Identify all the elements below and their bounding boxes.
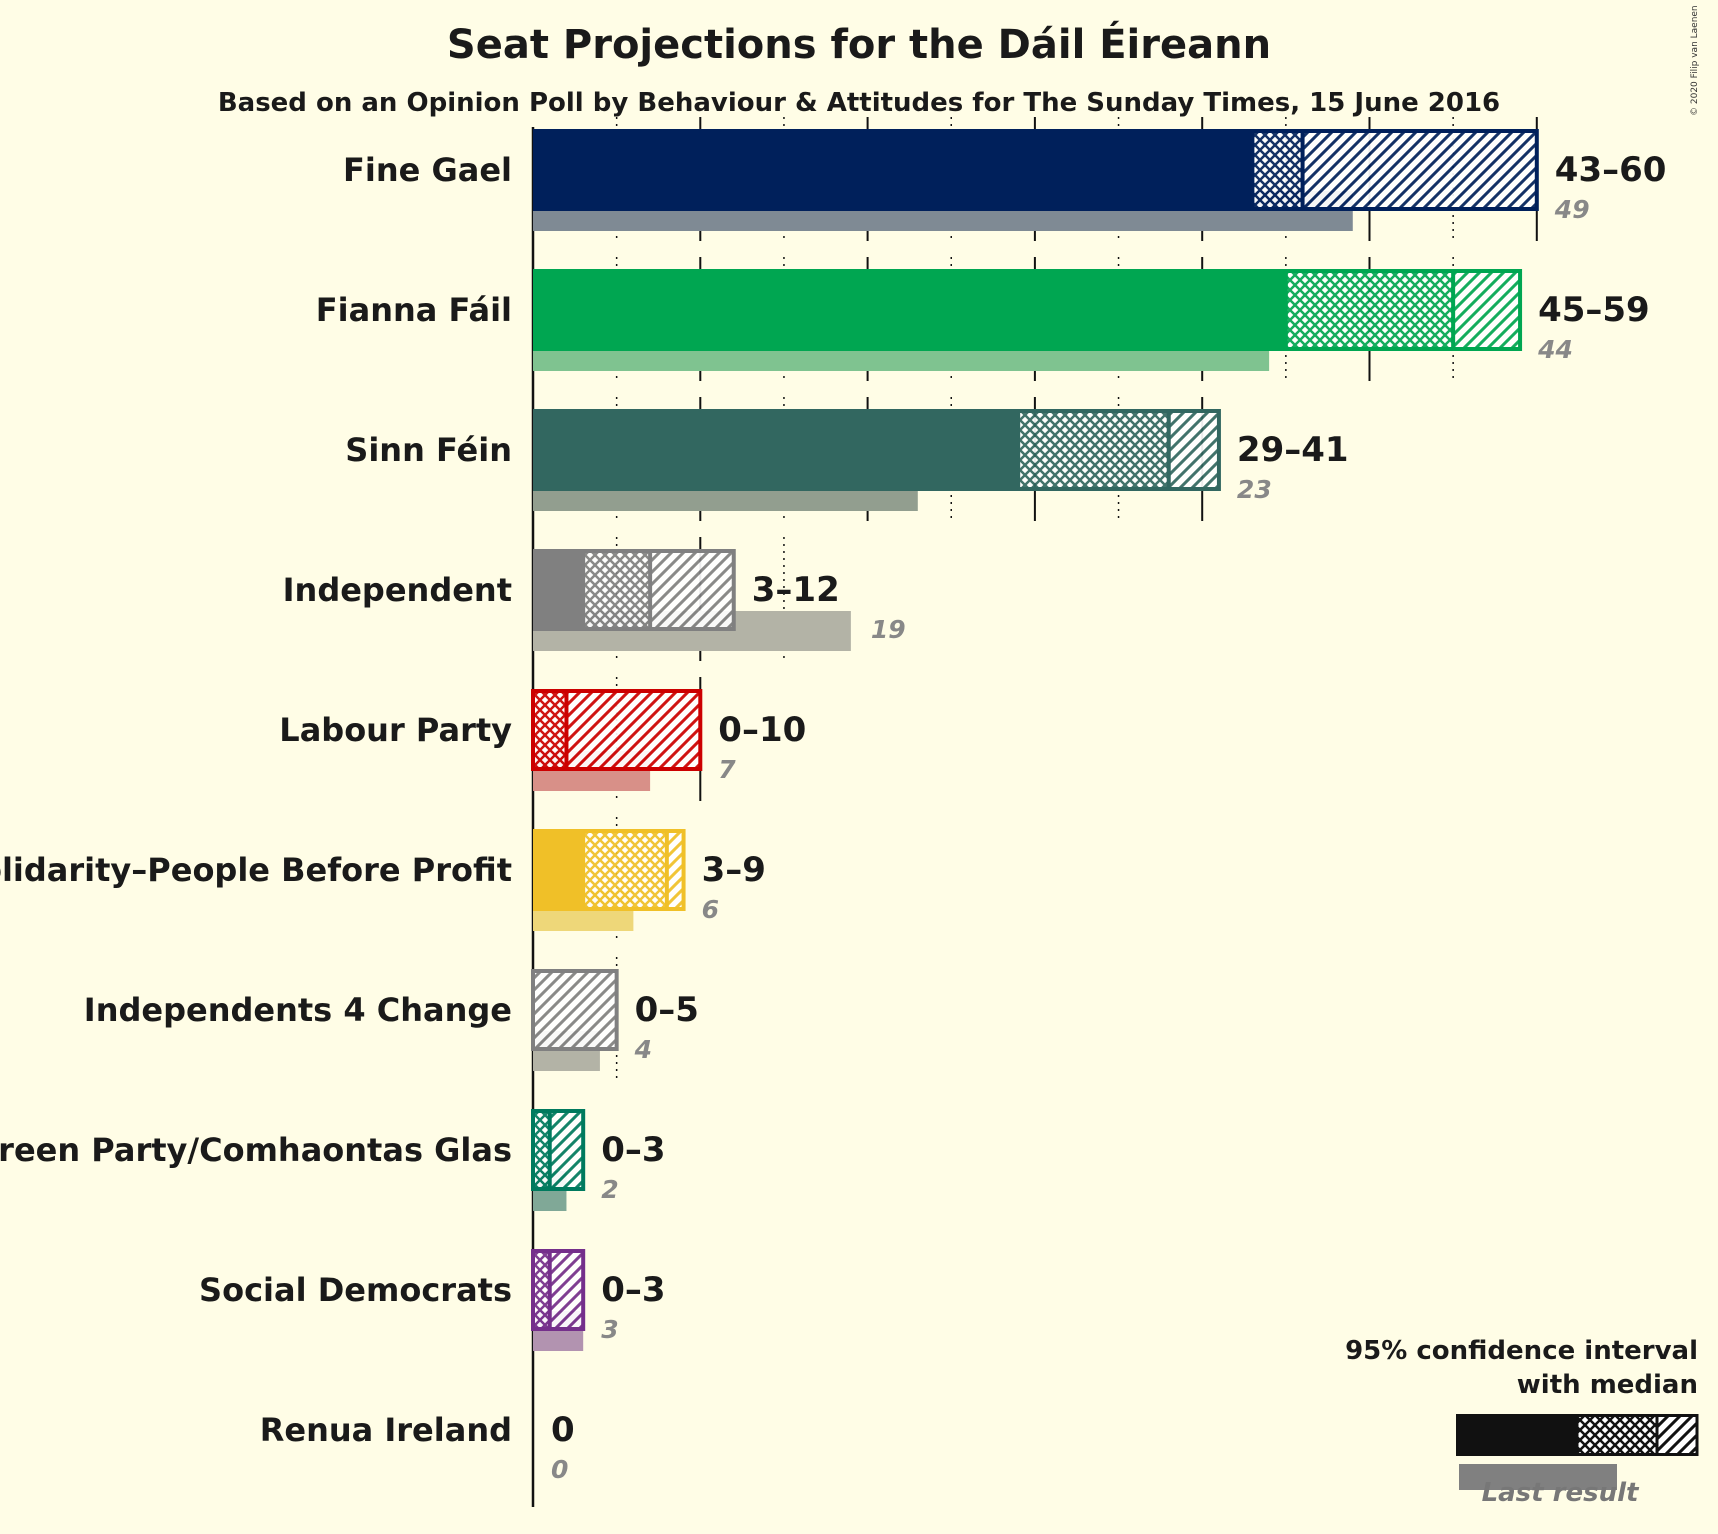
party-row: [533, 129, 1539, 231]
ci-lower-half: [583, 831, 667, 909]
ci-lower-half: [1252, 131, 1303, 209]
ci-upper-half: [1302, 131, 1537, 209]
party-row: [531, 1249, 586, 1351]
legend-last-result-label: Last result: [1481, 1478, 1639, 1508]
last-result-label: 23: [1237, 475, 1272, 504]
ci-upper-half: [1453, 271, 1521, 349]
legend-title-line1: 95% confidence interval: [1345, 1336, 1698, 1366]
legend-solid-bar: [1456, 1414, 1577, 1456]
ci-lower-half: [533, 1111, 550, 1189]
range-label: 43–60: [1555, 150, 1667, 190]
range-label: 45–59: [1538, 290, 1650, 330]
ci-lower-half: [1018, 411, 1169, 489]
ci-upper-half: [549, 1111, 584, 1189]
range-label: 29–41: [1237, 430, 1349, 470]
last-result-label: 4: [634, 1035, 652, 1064]
ci-solid-bar: [533, 829, 584, 911]
party-row: [531, 1109, 586, 1211]
ci-solid-bar: [533, 549, 584, 631]
last-result-label: 7: [718, 755, 736, 784]
ci-upper-half: [650, 551, 734, 629]
range-label: 0–3: [601, 1270, 665, 1310]
ci-outline: [531, 1109, 586, 1191]
ci-solid-bar: [533, 409, 1019, 491]
ci-outline: [531, 689, 703, 771]
legend-title-line2: with median: [1516, 1370, 1698, 1400]
legend-upper-half: [1657, 1414, 1697, 1456]
party-row: [533, 549, 851, 651]
party-label: Sinn Féin: [345, 431, 512, 469]
range-label: 0–3: [601, 1130, 665, 1170]
ci-lower-half: [583, 551, 651, 629]
legend: [1456, 1414, 1699, 1490]
legend-title: 95% confidence interval with median: [1345, 1334, 1698, 1402]
ci-upper-half: [1168, 411, 1219, 489]
last-result-label: 3: [601, 1315, 618, 1344]
legend-lower-half: [1577, 1414, 1657, 1456]
party-row: [531, 969, 619, 1071]
party-label: Solidarity–People Before Profit: [0, 851, 512, 889]
labels-layer: Fine Gael 43–60 49 Fianna Fáil 45–59 44 Sinn F…: [0, 150, 1666, 1484]
ci-outline: [1283, 269, 1523, 351]
range-label: 0–10: [718, 710, 806, 750]
ci-upper-half: [549, 1251, 584, 1329]
ci-lower-half: [533, 1251, 550, 1329]
ci-lower-half: [533, 691, 567, 769]
ci-upper-half: [666, 831, 684, 909]
ci-outline: [581, 829, 686, 911]
last-result-label: 0: [551, 1455, 568, 1484]
ci-upper-half: [566, 691, 701, 769]
party-label: Renua Ireland: [260, 1411, 512, 1449]
ci-solid-bar: [533, 269, 1286, 351]
ci-outline: [581, 549, 736, 631]
ci-outline: [531, 1249, 586, 1331]
ci-outline: [1250, 129, 1539, 211]
range-label: 0–5: [635, 990, 699, 1030]
last-result-label: 2: [601, 1175, 618, 1204]
ci-solid-bar: [533, 129, 1253, 211]
last-result-label: 49: [1554, 195, 1590, 224]
legend-last-result-bar: [1459, 1464, 1617, 1490]
range-label: 0: [551, 1410, 575, 1450]
party-label: Independents 4 Change: [84, 991, 512, 1029]
legend-ci-outline: [1575, 1414, 1699, 1456]
chart-subtitle: Based on an Opinion Poll by Behaviour & …: [217, 88, 1501, 118]
last-result-label: 6: [702, 895, 719, 924]
party-label: Fianna Fáil: [316, 291, 512, 329]
ci-upper-half: [533, 971, 617, 1049]
party-row: [531, 689, 703, 791]
ci-lower-half: [1285, 271, 1454, 349]
party-row: [533, 409, 1221, 511]
party-label: Social Democrats: [199, 1271, 512, 1309]
party-label: Independent: [283, 571, 512, 609]
range-label: 3–9: [702, 850, 766, 890]
party-label: Labour Party: [279, 711, 512, 749]
last-result-label: 44: [1537, 335, 1573, 364]
party-row: [533, 829, 686, 931]
party-label: Green Party/Comhaontas Glas: [0, 1131, 512, 1169]
ci-outline: [1016, 409, 1221, 491]
party-row: [533, 269, 1523, 371]
last-result-label: 19: [871, 615, 906, 644]
chart-title: Seat Projections for the Dáil Éireann: [446, 22, 1272, 68]
range-label: 3–12: [752, 570, 840, 610]
party-label: Fine Gael: [343, 151, 512, 189]
bars-layer: [531, 129, 1539, 1351]
